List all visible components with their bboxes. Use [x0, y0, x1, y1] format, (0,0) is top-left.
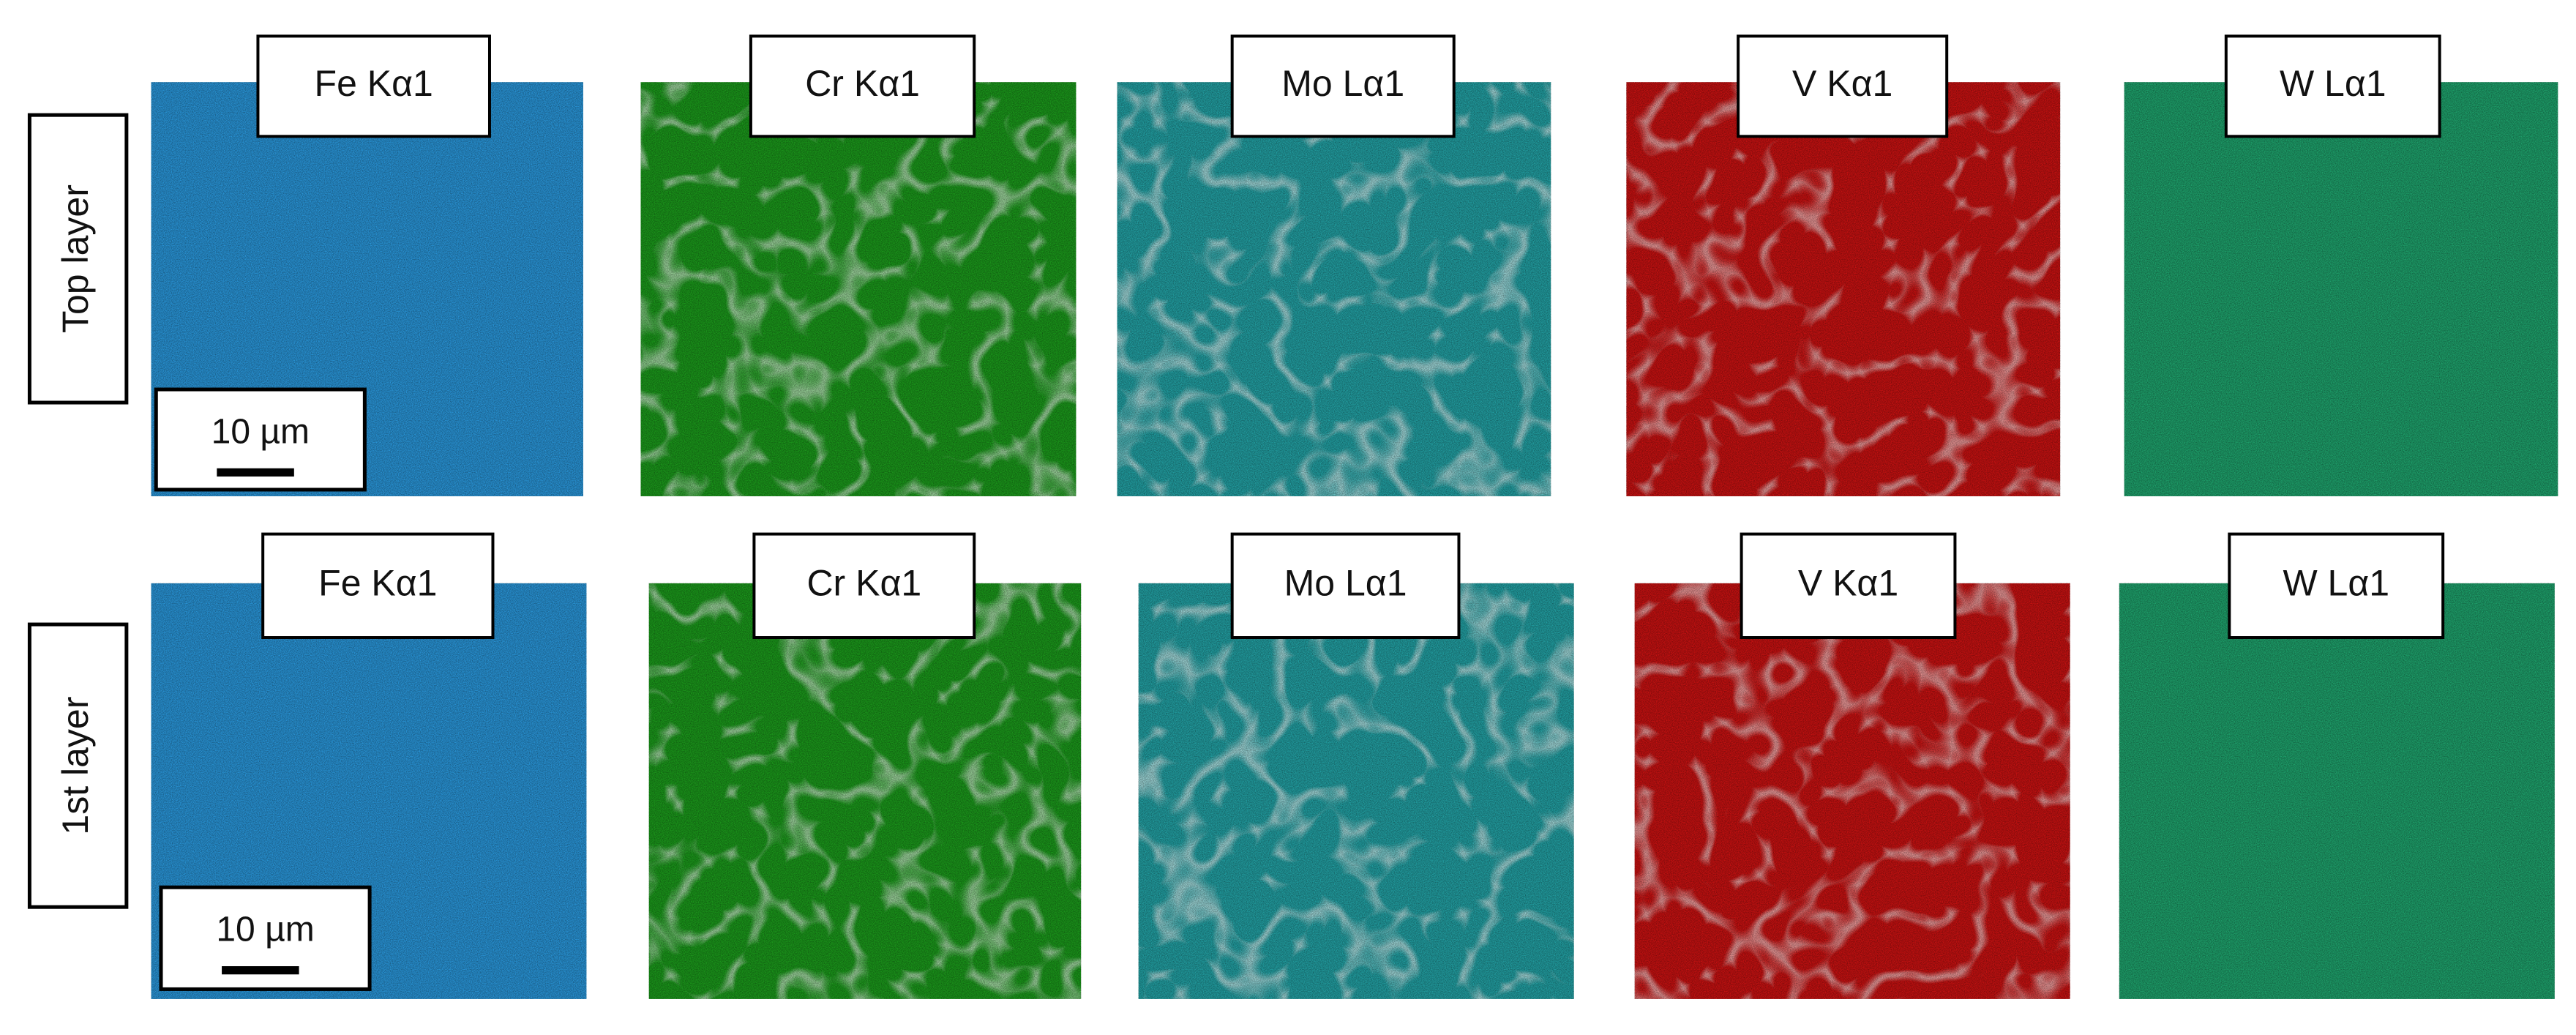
scale-bar-label: 10 µm: [216, 911, 314, 949]
panel-label: V Kα1: [1792, 63, 1892, 104]
panel-label-box: [1230, 34, 1456, 138]
scale-bar-label: 10 µm: [211, 412, 310, 451]
panel-label-box: [1740, 532, 1957, 640]
scale-bar: [217, 468, 294, 477]
panel-label: V Kα1: [1798, 563, 1898, 604]
panel-label-box: [1737, 34, 1949, 138]
scale-bar: [222, 966, 299, 975]
panel-label: Fe Kα1: [315, 63, 433, 104]
panel-label-box: [2228, 532, 2445, 640]
row-label-box: [27, 113, 129, 405]
noise: [1138, 583, 1574, 999]
panel-label: Cr Kα1: [805, 63, 920, 104]
panel-label-box: [752, 532, 976, 640]
panel-label: W Lα1: [2283, 563, 2389, 604]
noise: [2119, 583, 2555, 999]
noise: [1626, 82, 2061, 496]
noise: [648, 583, 1082, 999]
panel-label-box: [256, 34, 491, 138]
noise: [1634, 583, 2070, 999]
row-label-box: [27, 622, 129, 909]
panel-label: Mo Lα1: [1284, 563, 1407, 604]
panel-label-box: [749, 34, 976, 138]
noise: [640, 82, 1077, 496]
scale-bar-box: [154, 387, 367, 492]
panel-label: W Lα1: [2280, 63, 2386, 104]
panel-label-box: [261, 532, 495, 640]
noise: [1117, 82, 1551, 496]
row-label: Top layer: [55, 184, 96, 333]
panel-label: Fe Kα1: [318, 563, 437, 604]
row-label: 1st layer: [55, 697, 96, 835]
panel-label: Cr Kα1: [806, 563, 921, 604]
panel-label-box: [2224, 34, 2441, 138]
panel-label-box: [1230, 532, 1461, 640]
noise: [2124, 82, 2558, 496]
panel-label: Mo Lα1: [1281, 63, 1404, 104]
